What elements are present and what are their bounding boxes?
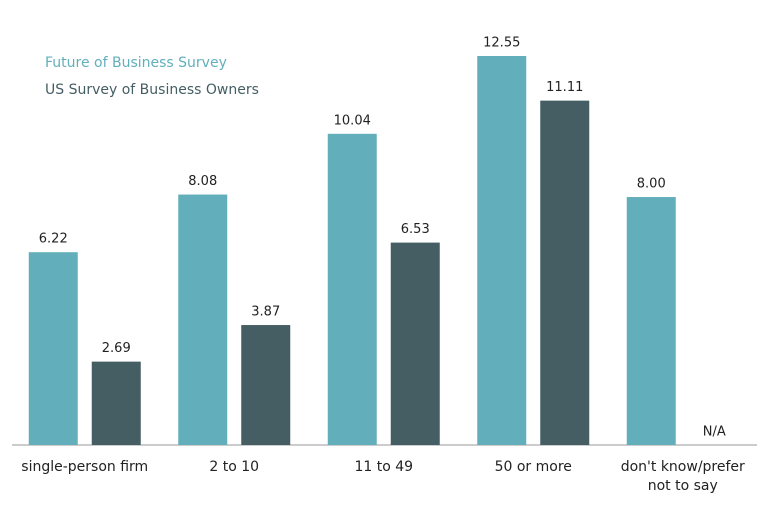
legend-label: US Survey of Business Owners [45, 82, 259, 98]
x-tick-label: 11 to 49 [354, 459, 414, 475]
bar [390, 242, 440, 445]
value-label: 8.00 [637, 177, 666, 192]
value-label: 6.22 [39, 232, 68, 247]
x-tick-label: 2 to 10 [209, 459, 260, 475]
value-label: 3.87 [251, 305, 280, 320]
bar [327, 133, 377, 446]
bar [241, 325, 291, 445]
value-label: 8.08 [188, 174, 217, 189]
value-label: 6.53 [401, 222, 430, 237]
value-label: N/A [703, 425, 726, 440]
bar [626, 197, 676, 445]
bar [28, 252, 78, 445]
x-tick-label: don't know/prefer not to say [620, 459, 745, 494]
value-label: 12.55 [483, 36, 520, 51]
bar [477, 56, 527, 445]
value-label: 2.69 [102, 341, 131, 356]
bar [91, 361, 141, 445]
legend-label: Future of Business Survey [45, 55, 227, 71]
bar [540, 100, 590, 445]
x-tick-label: single-person firm [21, 459, 149, 475]
x-tick-label: 50 or more [494, 459, 572, 475]
value-label: 10.04 [334, 113, 371, 128]
bar [178, 194, 228, 445]
value-label: 11.11 [546, 80, 583, 95]
